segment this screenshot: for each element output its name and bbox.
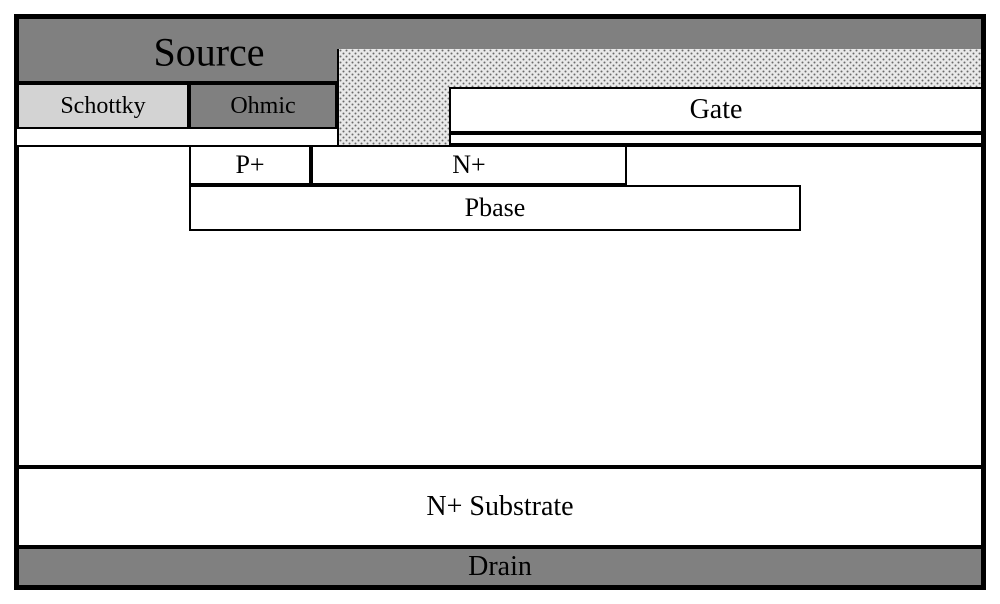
- region-pplus: P+: [189, 145, 311, 185]
- region-pbase: Pbase: [189, 185, 801, 231]
- label-nplus: N+: [452, 150, 485, 180]
- region-gate: Gate: [449, 87, 983, 133]
- region-gate_line: [449, 133, 983, 145]
- label-nsub: N+ Substrate: [426, 491, 573, 523]
- label-pbase: Pbase: [465, 193, 526, 223]
- region-nplus: N+: [311, 145, 627, 185]
- label-schottky: Schottky: [60, 93, 145, 120]
- label-ohmic: Ohmic: [230, 93, 295, 120]
- label-pplus: P+: [235, 150, 264, 180]
- region-ohmic: Ohmic: [189, 83, 337, 129]
- region-drain: Drain: [17, 547, 983, 587]
- label-gate: Gate: [690, 94, 743, 126]
- label-drain: Drain: [468, 551, 532, 583]
- label-source: Source: [153, 29, 264, 76]
- region-schottky: Schottky: [17, 83, 189, 129]
- region-nsub: N+ Substrate: [17, 467, 983, 547]
